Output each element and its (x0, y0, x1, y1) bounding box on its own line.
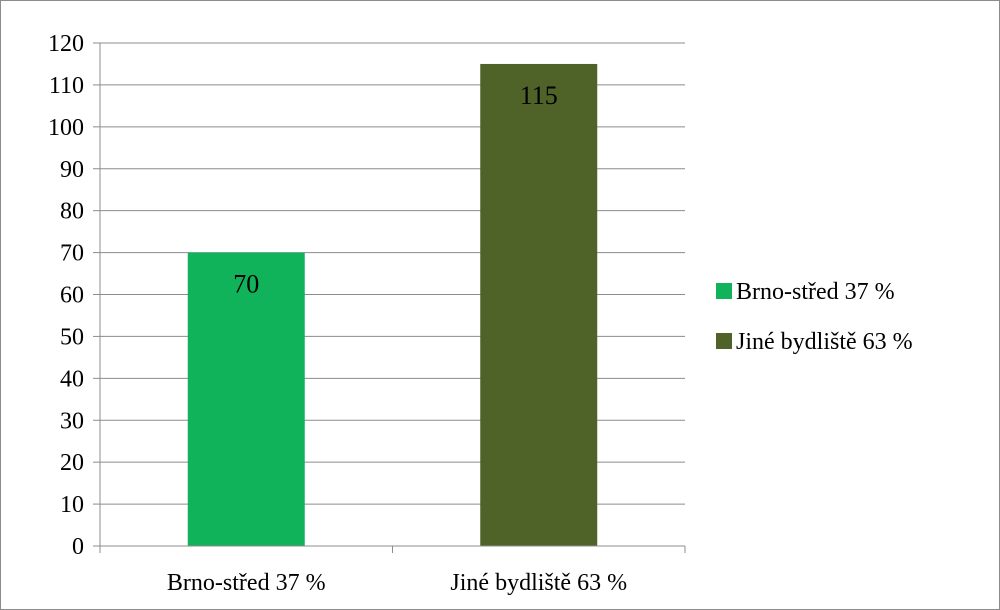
legend-label-2: Jiné bydliště 63 % (736, 329, 913, 355)
y-tick-label: 0 (72, 534, 84, 560)
data-label-2: 115 (520, 81, 558, 110)
x-category-label: Brno-střed 37 % (167, 570, 326, 596)
y-tick-label: 60 (60, 283, 84, 309)
data-label-1: 70 (233, 270, 259, 299)
y-tick-label: 40 (60, 366, 84, 392)
y-tick-label: 90 (60, 157, 84, 183)
y-tick-label: 10 (60, 492, 84, 518)
y-tick-label: 80 (60, 199, 84, 225)
legend-swatch-1 (716, 283, 732, 299)
legend-label-1: Brno-střed 37 % (736, 279, 895, 305)
bars (187, 63, 598, 547)
y-tick-label: 70 (60, 241, 84, 267)
y-tick-label: 100 (48, 115, 84, 141)
legend: Brno-střed 37 % Jiné bydliště 63 % (716, 279, 913, 355)
axes (93, 42, 686, 553)
y-tick-label: 120 (48, 31, 84, 57)
bar-1 (187, 252, 305, 547)
y-axis-tick-labels: 0 10 20 30 40 50 60 70 80 90 100 110 120 (48, 31, 84, 560)
y-tick-label: 50 (60, 324, 84, 350)
y-tick-label: 20 (60, 450, 84, 476)
data-labels: 70 115 (233, 81, 558, 299)
bar-2 (480, 63, 598, 546)
x-category-label: Jiné bydliště 63 % (450, 570, 627, 596)
y-tick-label: 30 (60, 408, 84, 434)
legend-swatch-2 (716, 333, 732, 349)
x-axis-category-labels: Brno-střed 37 % Jiné bydliště 63 % (167, 570, 627, 596)
y-tick-label: 110 (49, 73, 84, 99)
